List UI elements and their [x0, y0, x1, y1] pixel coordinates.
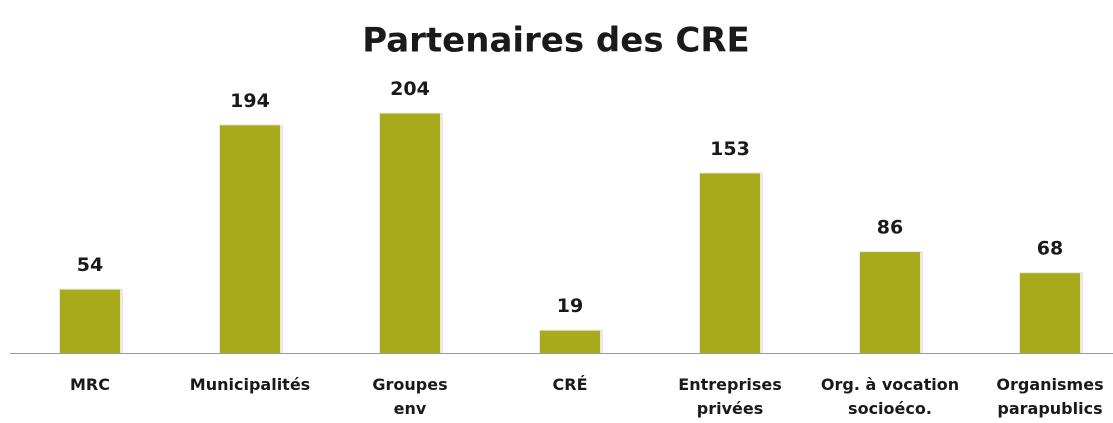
- x-tick-label: Entreprises privées: [678, 375, 782, 418]
- value-label: 86: [877, 217, 903, 239]
- x-tick-label: Org. à vocation socioéco.: [820, 375, 960, 418]
- value-label: 19: [557, 295, 583, 317]
- x-tick-label: Municipalités: [189, 375, 311, 394]
- bar: [60, 289, 120, 353]
- value-label: 54: [77, 254, 103, 276]
- bar: [380, 113, 440, 354]
- x-tick-label: CRÉ: [552, 375, 588, 394]
- bar: [700, 173, 760, 353]
- value-label: 153: [710, 138, 750, 160]
- x-tick-label: Organismes parapublics: [996, 375, 1104, 418]
- bar: [1020, 273, 1080, 353]
- value-label: 194: [230, 90, 270, 112]
- x-tick-label: Groupes env: [372, 375, 448, 418]
- bar: [220, 125, 280, 353]
- value-label: 204: [390, 78, 430, 100]
- bar: [540, 330, 600, 353]
- chart-title: Partenaires des CRE: [362, 21, 750, 61]
- bar: [860, 252, 920, 353]
- value-label: 68: [1037, 238, 1063, 260]
- x-tick-label: MRC: [70, 375, 110, 394]
